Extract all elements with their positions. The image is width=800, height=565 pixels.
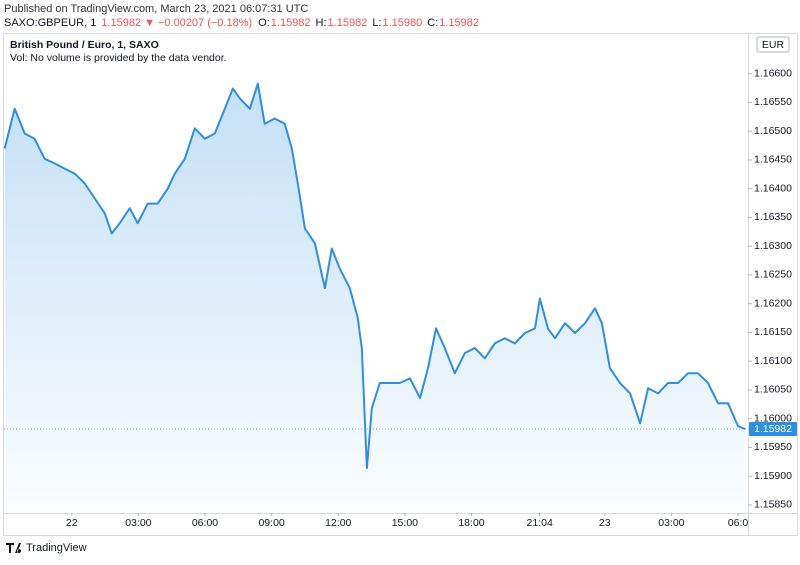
y-tick-label: 1.15950 <box>754 441 792 453</box>
change-arrow: ▼ <box>144 17 155 29</box>
ohlc-value: 1.15982 <box>271 17 311 29</box>
published-note: Published on TradingView.com, March 23, … <box>4 3 308 15</box>
last-price: 1.15982 <box>101 17 141 29</box>
x-tick-label: 15:00 <box>392 517 418 529</box>
last-price-label: 1.15982 <box>754 423 792 435</box>
x-tick-label: 06:00 <box>192 517 218 529</box>
y-tick-label: 1.16300 <box>754 240 792 252</box>
y-tick-label: 1.16000 <box>754 412 792 424</box>
chart-subtitle: Vol: No volume is provided by the data v… <box>10 52 227 64</box>
x-tick-label: 21:04 <box>527 517 553 529</box>
currency-badge[interactable] <box>756 36 790 53</box>
x-tick-label: 23 <box>599 517 611 529</box>
y-tick-label: 1.15850 <box>754 499 792 511</box>
y-tick-label: 1.16550 <box>754 96 792 108</box>
x-tick-label: 03:00 <box>658 517 684 529</box>
y-tick-label: 1.16150 <box>754 326 792 338</box>
ohlc-key: H: <box>316 17 327 29</box>
brand-logo <box>6 543 22 554</box>
x-tick-label: 06:0 <box>728 517 749 529</box>
symbol-bar: SAXO:GBPEUR, 1 1.15982 ▼ −0.00207 (−0.18%) O… <box>4 17 479 29</box>
y-tick-label: 1.16400 <box>754 182 792 194</box>
last-price-tag <box>749 422 797 437</box>
chart-title: British Pound / Euro, 1, SAXO <box>10 39 159 51</box>
x-tick-label: 09:00 <box>258 517 284 529</box>
x-tick-label: 22 <box>66 517 78 529</box>
ohlc-key: O: <box>258 17 270 29</box>
y-tick-label: 1.16050 <box>754 384 792 396</box>
y-tick-label: 1.15900 <box>754 470 792 482</box>
ohlc-key: L: <box>372 17 381 29</box>
y-tick-label: 1.16450 <box>754 154 792 166</box>
price-change: −0.00207 (−0.18%) <box>158 17 252 29</box>
y-tick-label: 1.16250 <box>754 269 792 281</box>
currency-label: EUR <box>762 39 785 51</box>
brand-name: TradingView <box>26 542 87 554</box>
chart-frame <box>3 33 798 536</box>
x-tick-label: 18:00 <box>458 517 484 529</box>
price-line <box>3 82 746 470</box>
y-tick-label: 1.16500 <box>754 125 792 137</box>
area-fill <box>4 83 746 513</box>
x-tick-label: 03:00 <box>125 517 151 529</box>
x-tick-label: 12:00 <box>325 517 351 529</box>
ohlc-key: C: <box>427 17 438 29</box>
y-tick-label: 1.16350 <box>754 211 792 223</box>
y-tick-label: 1.16100 <box>754 355 792 367</box>
symbol: SAXO:GBPEUR, 1 <box>4 17 96 29</box>
y-tick-label: 1.16600 <box>754 67 792 79</box>
y-tick-label: 1.16200 <box>754 297 792 309</box>
plot <box>3 82 748 513</box>
ohlc-value: 1.15980 <box>383 17 423 29</box>
ohlc-value: 1.15982 <box>439 17 479 29</box>
ohlc-value: 1.15982 <box>328 17 368 29</box>
